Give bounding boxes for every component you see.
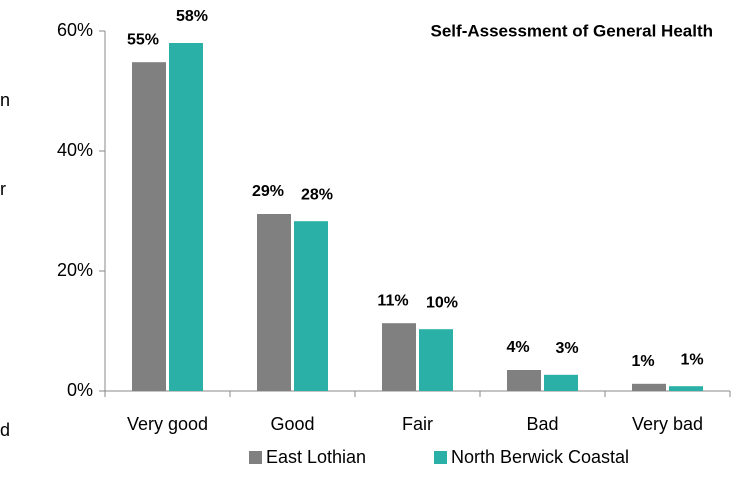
data-label: 4% [506, 339, 529, 356]
x-tick-label: Very good [127, 414, 208, 434]
legend-swatch [434, 451, 447, 464]
bar [544, 374, 578, 391]
data-label: 1% [631, 353, 654, 370]
legend-label: North Berwick Coastal [451, 447, 629, 467]
bar [382, 323, 416, 391]
bar [169, 43, 203, 391]
data-label: 11% [377, 292, 408, 309]
data-label: 1% [680, 351, 703, 368]
data-label: 28% [301, 186, 333, 203]
x-tick-label: Fair [402, 414, 433, 434]
bar [507, 370, 541, 391]
y-tick-label: 0% [67, 380, 93, 400]
data-label: 58% [176, 8, 208, 25]
y-tick-label: 20% [57, 260, 93, 280]
bar [294, 221, 328, 391]
bar [669, 386, 703, 391]
data-label: 3% [555, 340, 578, 357]
y-tick-label: 60% [57, 20, 93, 40]
x-tick-label: Very bad [632, 414, 703, 434]
bar [419, 329, 453, 391]
annotation: r [0, 179, 6, 199]
data-label: 55% [127, 31, 159, 48]
bar [632, 383, 666, 391]
x-tick-label: Good [270, 414, 314, 434]
x-tick-label: Bad [526, 414, 558, 434]
legend-swatch [249, 451, 262, 464]
data-label: 10% [426, 294, 458, 311]
y-tick-label: 40% [57, 140, 93, 160]
bar [257, 214, 291, 391]
annotation: n [0, 90, 10, 110]
legend-label: East Lothian [266, 447, 366, 467]
bar [132, 62, 166, 391]
chart-title: Self-Assessment of General Health [431, 21, 713, 40]
data-label: 29% [252, 183, 284, 200]
annotation: d [0, 420, 10, 440]
